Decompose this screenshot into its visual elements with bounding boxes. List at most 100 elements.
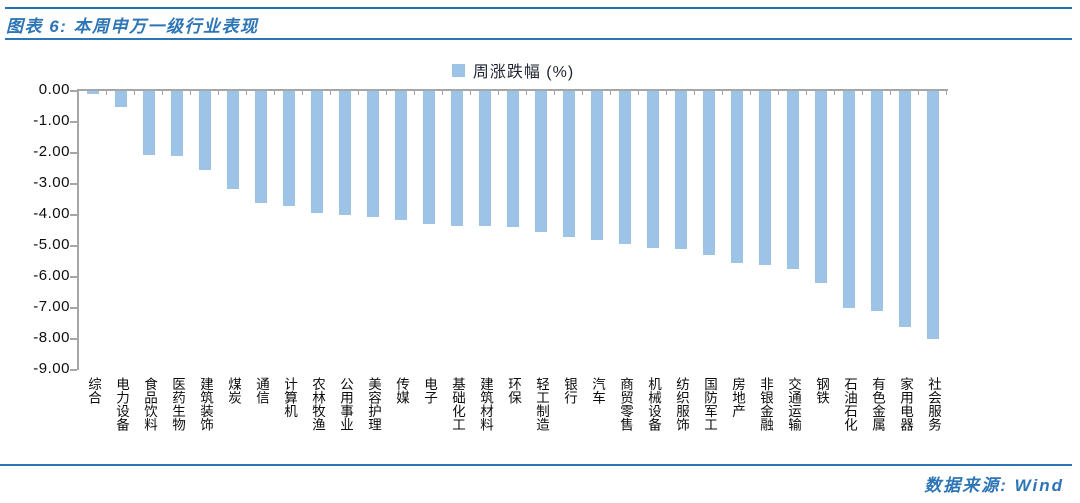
x-axis-label: 公用事业 — [338, 377, 353, 431]
bar — [311, 91, 323, 213]
category-tick — [834, 91, 835, 95]
category-tick — [470, 91, 471, 95]
x-axis-label: 基础化工 — [450, 377, 465, 431]
category-tick — [638, 91, 639, 95]
y-axis-label: -7.00 — [33, 298, 70, 315]
bar — [199, 91, 211, 170]
y-axis-line — [77, 89, 79, 370]
category-tick — [778, 91, 779, 95]
bar — [255, 91, 267, 203]
category-tick — [806, 91, 807, 95]
category-tick — [414, 91, 415, 95]
x-axis-label: 汽车 — [590, 377, 605, 404]
category-tick — [582, 91, 583, 95]
category-tick — [862, 91, 863, 95]
bar — [619, 91, 631, 244]
data-source: 数据来源: Wind — [924, 476, 1064, 495]
category-tick — [302, 91, 303, 95]
x-axis-label: 石油石化 — [842, 377, 857, 431]
y-axis-tick — [70, 369, 77, 371]
x-axis-label: 农林牧渔 — [310, 377, 325, 431]
bar — [703, 91, 715, 255]
x-axis-label: 机械设备 — [646, 377, 661, 431]
bar — [451, 91, 463, 226]
x-axis-label: 国防军工 — [702, 377, 717, 431]
y-axis-tick — [70, 307, 77, 309]
bar — [423, 91, 435, 224]
x-axis-label: 房地产 — [730, 377, 745, 418]
x-axis-label: 建筑材料 — [478, 377, 493, 431]
category-tick — [162, 91, 163, 95]
zero-axis-line — [77, 89, 948, 91]
y-axis-tick — [70, 152, 77, 154]
category-tick — [918, 91, 919, 95]
x-axis-label: 纺织服饰 — [674, 377, 689, 431]
y-axis-label: -3.00 — [33, 174, 70, 191]
category-tick — [106, 91, 107, 95]
title-underline — [5, 38, 1072, 40]
y-axis-label: -1.00 — [33, 112, 70, 129]
y-axis-tick — [70, 245, 77, 247]
category-tick — [442, 91, 443, 95]
legend-label: 周涨跌幅 (%) — [472, 64, 575, 81]
y-axis-tick — [70, 214, 77, 216]
y-axis-label: -9.00 — [33, 360, 70, 377]
x-axis-label: 计算机 — [282, 377, 297, 418]
bar — [339, 91, 351, 215]
category-tick — [358, 91, 359, 95]
bar — [115, 91, 127, 107]
category-tick — [190, 91, 191, 95]
bar — [367, 91, 379, 217]
y-axis-tick — [70, 90, 77, 92]
x-axis-label: 银行 — [562, 377, 577, 404]
x-axis-label: 煤炭 — [226, 377, 241, 404]
bar — [731, 91, 743, 263]
category-tick — [78, 91, 79, 95]
y-axis-tick — [70, 121, 77, 123]
y-axis-label: -8.00 — [33, 329, 70, 346]
x-axis-label: 传媒 — [394, 377, 409, 404]
x-axis-label: 电力设备 — [114, 377, 129, 431]
figure-title: 图表 6: 本周申万一级行业表现 — [6, 17, 259, 36]
y-axis-tick — [70, 338, 77, 340]
x-axis-label: 环保 — [506, 377, 521, 404]
x-axis-label: 食品饮料 — [142, 377, 157, 431]
legend-swatch-icon — [451, 63, 465, 77]
footer-rule — [0, 464, 1072, 466]
x-axis-label: 医药生物 — [170, 377, 185, 431]
bar — [87, 91, 99, 94]
category-tick — [554, 91, 555, 95]
bar — [591, 91, 603, 240]
category-tick — [890, 91, 891, 95]
x-axis-label: 电子 — [422, 377, 437, 404]
x-axis-label: 轻工制造 — [534, 377, 549, 431]
x-axis-label: 家用电器 — [898, 377, 913, 431]
category-tick — [666, 91, 667, 95]
bar — [815, 91, 827, 283]
bar — [563, 91, 575, 237]
bar — [647, 91, 659, 248]
category-tick — [274, 91, 275, 95]
category-tick — [330, 91, 331, 95]
top-rule — [5, 7, 1072, 9]
bar — [283, 91, 295, 206]
y-axis-label: -6.00 — [33, 267, 70, 284]
y-axis-tick — [70, 276, 77, 278]
x-axis-label: 通信 — [254, 377, 269, 404]
bar — [227, 91, 239, 189]
y-axis-label: 0.00 — [38, 81, 70, 98]
bar — [171, 91, 183, 156]
bar — [507, 91, 519, 227]
category-tick — [722, 91, 723, 95]
bar — [143, 91, 155, 155]
y-axis-tick — [70, 183, 77, 185]
bar — [871, 91, 883, 311]
x-axis-label: 商贸零售 — [618, 377, 633, 431]
chart-legend: 周涨跌幅 (%) — [79, 58, 947, 82]
y-axis-label: -2.00 — [33, 143, 70, 160]
x-axis-label: 交通运输 — [786, 377, 801, 431]
bar — [927, 91, 939, 339]
y-axis-label: -5.00 — [33, 236, 70, 253]
x-axis-label: 建筑装饰 — [198, 377, 213, 431]
